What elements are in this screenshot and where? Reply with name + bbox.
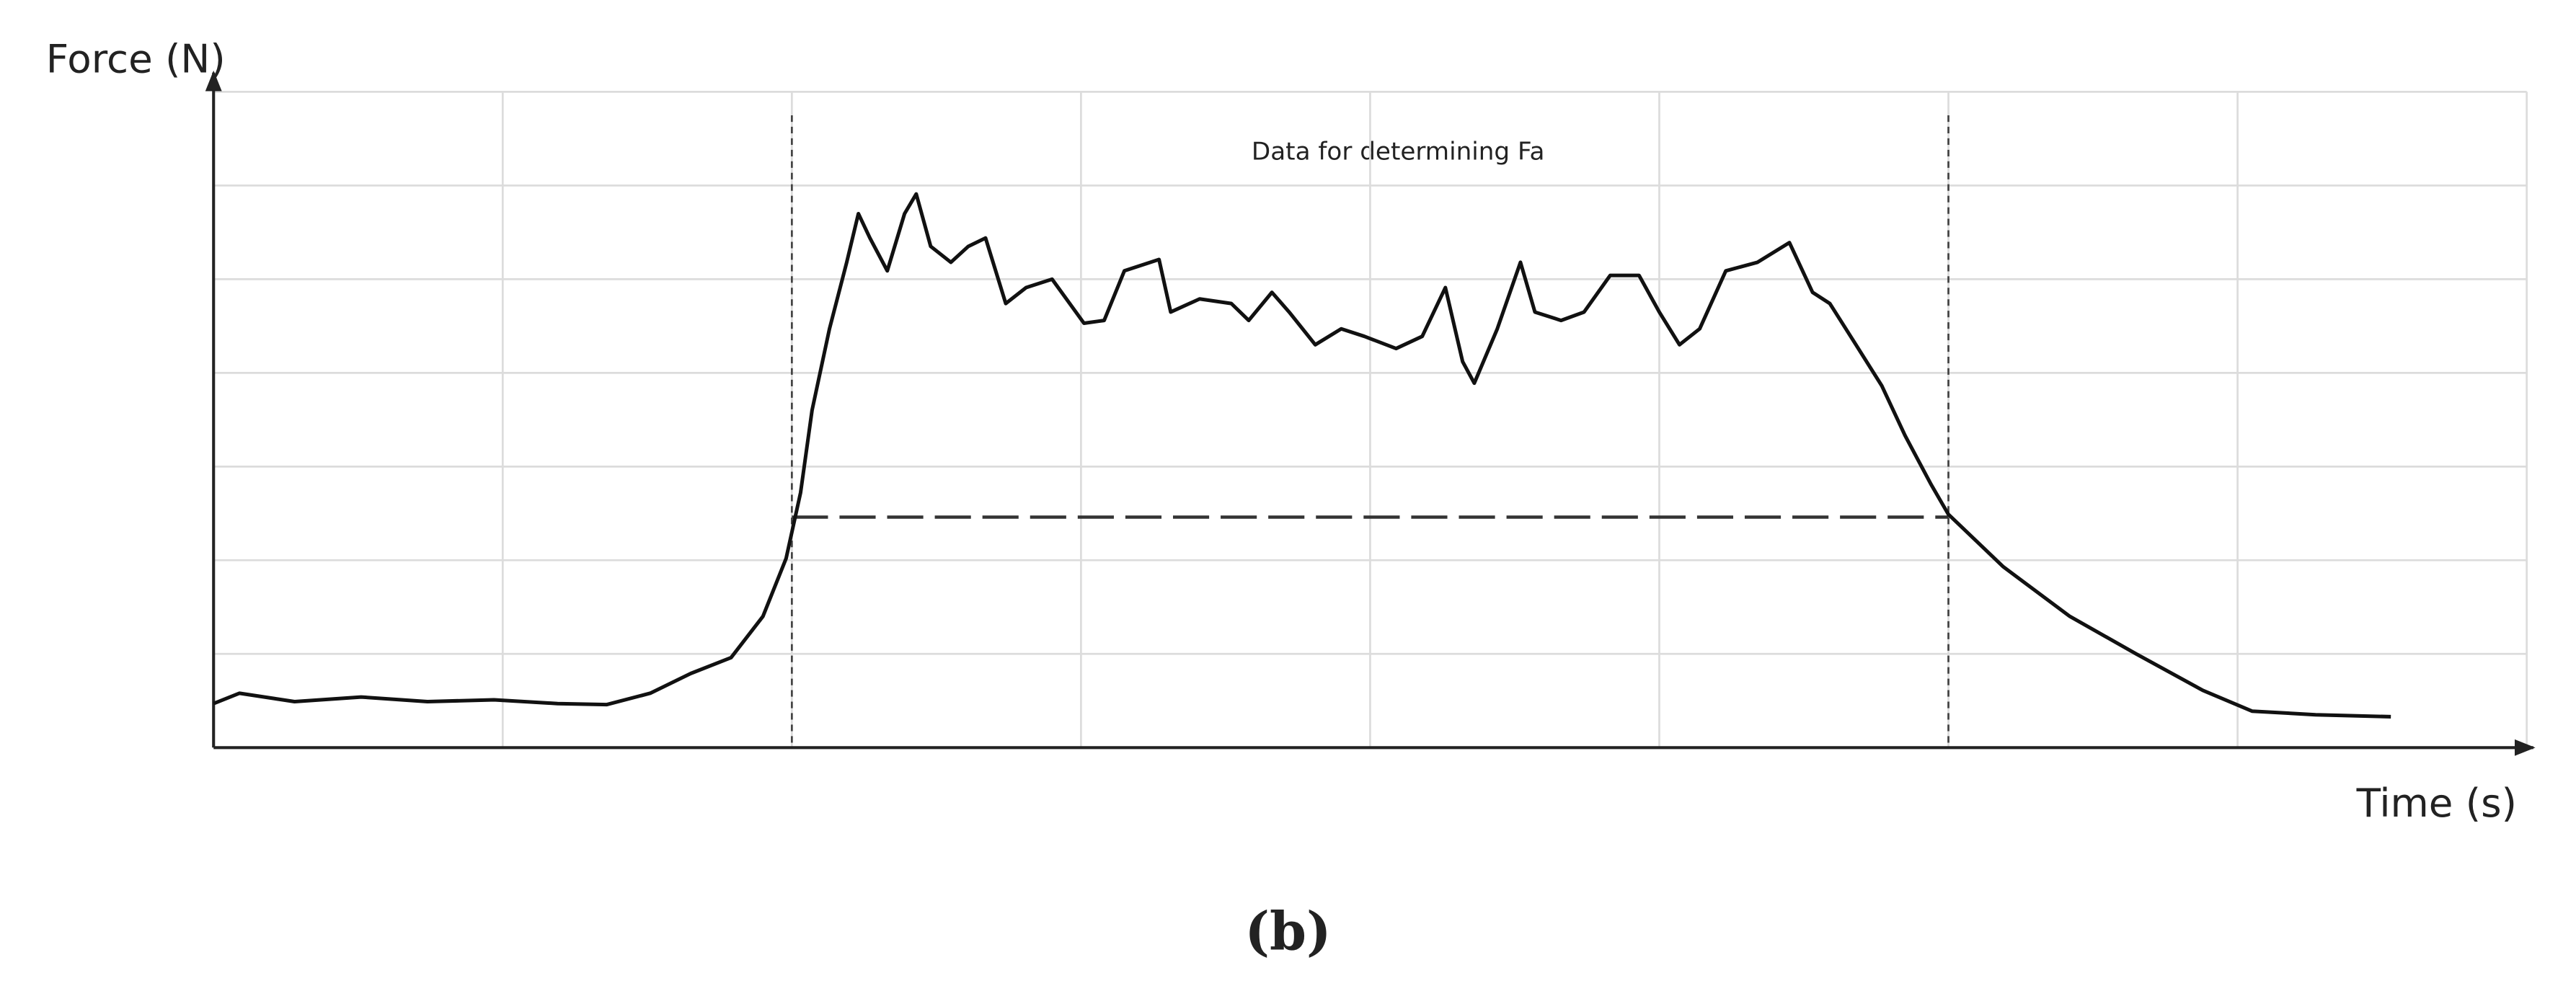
annotation: Data for determining Fa: [1252, 138, 1545, 166]
x-axis-label: Time (s): [2356, 780, 2517, 826]
y-axis-label: Force (N): [46, 36, 226, 82]
caption: (b): [1245, 902, 1332, 963]
force-curve: [213, 192, 2391, 719]
